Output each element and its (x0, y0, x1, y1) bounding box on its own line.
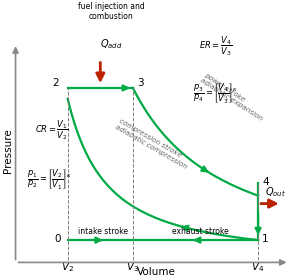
Text: 2: 2 (52, 78, 59, 88)
Text: $Q_{add}$: $Q_{add}$ (100, 37, 123, 51)
Text: $\dfrac{p_1}{p_2} = \left[\dfrac{V_2}{V_1}\right]^\kappa$: $\dfrac{p_1}{p_2} = \left[\dfrac{V_2}{V_… (27, 168, 72, 192)
Text: $V_2$: $V_2$ (61, 260, 74, 274)
X-axis label: Volume: Volume (137, 267, 176, 277)
Text: 0: 0 (55, 234, 61, 244)
Text: 3: 3 (137, 78, 143, 88)
Text: $CR = \dfrac{V_1}{V_2}$: $CR = \dfrac{V_1}{V_2}$ (35, 119, 69, 142)
Text: $V_3$: $V_3$ (126, 260, 140, 274)
Text: 1: 1 (262, 234, 268, 244)
Text: $ER = \dfrac{V_4}{V_3}$: $ER = \dfrac{V_4}{V_3}$ (199, 35, 232, 58)
Text: $Q_{out}$: $Q_{out}$ (265, 185, 286, 199)
Text: fuel injection and
combustion: fuel injection and combustion (78, 2, 145, 21)
Text: $\dfrac{p_3}{p_4} = \left[\dfrac{V_4}{V_3}\right]^\kappa$: $\dfrac{p_3}{p_4} = \left[\dfrac{V_4}{V_… (193, 82, 238, 106)
Text: exhaust stroke: exhaust stroke (172, 227, 229, 236)
Text: intake stroke: intake stroke (78, 227, 128, 236)
Y-axis label: Pressure: Pressure (3, 129, 13, 173)
Text: compression stroke
adiabatic compression: compression stroke adiabatic compression (114, 118, 192, 170)
Text: 4: 4 (262, 177, 268, 187)
Text: $V_4$: $V_4$ (251, 260, 265, 274)
Text: power stroke
adiabatic expansion: power stroke adiabatic expansion (199, 71, 267, 122)
